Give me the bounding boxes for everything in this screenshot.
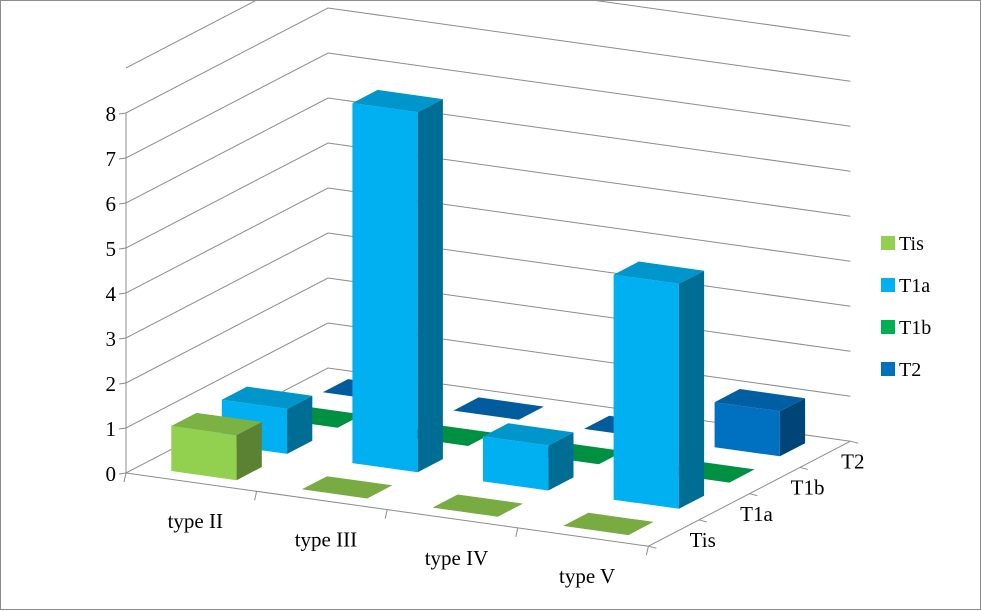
depth-tick-mark bbox=[698, 519, 708, 523]
depth-tick-mark bbox=[850, 440, 859, 444]
y-tick-mark bbox=[118, 202, 127, 205]
bar-top-face bbox=[483, 423, 574, 446]
y-tick-mark bbox=[118, 157, 127, 160]
y-tick-label: 4 bbox=[106, 282, 117, 306]
bar-side-face bbox=[548, 432, 574, 491]
depth-axis-label: Tis bbox=[690, 528, 716, 552]
x-tick-mark bbox=[515, 527, 519, 538]
x-category-label: type III bbox=[295, 527, 357, 551]
bar-Tis-type-III bbox=[301, 476, 393, 499]
bar-front-face bbox=[714, 402, 780, 457]
bar-T1a-type-V bbox=[613, 261, 705, 509]
y-tick-mark bbox=[118, 112, 127, 115]
y-tick-label: 5 bbox=[106, 237, 117, 261]
bar-T2-type-V bbox=[714, 389, 806, 457]
x-tick-mark bbox=[645, 546, 649, 556]
bars bbox=[171, 89, 806, 536]
y-tick-label: 7 bbox=[106, 147, 117, 171]
y-tick-label: 1 bbox=[106, 417, 117, 441]
legend-label: T1a bbox=[899, 275, 930, 297]
bar-side-face bbox=[779, 398, 806, 457]
x-tick-mark bbox=[123, 472, 127, 483]
y-tick-mark bbox=[118, 382, 127, 385]
bar-front-face bbox=[483, 436, 549, 491]
bar-flat-top bbox=[301, 476, 393, 499]
legend-label: Tis bbox=[899, 233, 924, 255]
y-tick-mark bbox=[118, 337, 127, 340]
y-tick-label: 8 bbox=[106, 102, 117, 126]
x-category-label: type V bbox=[559, 564, 615, 588]
bar-T1a-type-IV bbox=[483, 423, 574, 491]
legend-label: T1b bbox=[899, 317, 931, 339]
bar-Tis-type-V bbox=[563, 512, 654, 536]
legend-swatch bbox=[881, 278, 895, 292]
depth-tick-mark bbox=[648, 545, 657, 549]
x-tick-mark bbox=[384, 509, 388, 519]
legend-item-Tis: Tis bbox=[881, 233, 924, 255]
depth-axis-label: T2 bbox=[841, 449, 864, 473]
gridline bbox=[125, 187, 851, 294]
gridline bbox=[125, 7, 851, 114]
bar-top-face bbox=[352, 89, 443, 113]
y-tick-label: 0 bbox=[106, 462, 117, 486]
axis-labels: 0 1 2 3 4 5 6 7 8 type II type III type IV type V Tis… bbox=[106, 102, 865, 588]
gridline bbox=[125, 97, 851, 204]
gridline bbox=[125, 52, 851, 159]
bar-top-face bbox=[171, 412, 262, 436]
depth-axis-label: T1b bbox=[791, 476, 825, 500]
y-tick-mark bbox=[118, 292, 127, 295]
legend: Tis T1a T1b T2 bbox=[881, 233, 931, 381]
bar-Tis-type-IV bbox=[432, 494, 523, 517]
gridline bbox=[125, 142, 851, 249]
bar-front-face bbox=[171, 426, 237, 481]
bar-side-face bbox=[678, 270, 705, 509]
bar-side-face bbox=[417, 99, 443, 473]
y-tick-label: 3 bbox=[106, 327, 117, 351]
bar-top-face bbox=[714, 389, 806, 412]
y-tick-mark bbox=[118, 247, 127, 250]
bar-Tis-type-II bbox=[171, 412, 262, 481]
legend-label: T2 bbox=[899, 359, 921, 381]
y-tick-label: 6 bbox=[106, 192, 117, 216]
legend-item-T1a: T1a bbox=[881, 275, 930, 297]
legend-swatch bbox=[881, 236, 895, 250]
depth-tick-mark bbox=[749, 493, 758, 497]
depth-axis-label: T1a bbox=[740, 502, 773, 526]
depth-tick-mark bbox=[799, 466, 809, 470]
x-category-label: type IV bbox=[425, 546, 489, 570]
bar-flat-top bbox=[563, 512, 654, 536]
y-tick-mark bbox=[118, 472, 127, 475]
bar-T1a-type-III bbox=[352, 89, 443, 473]
bar-side-face bbox=[287, 395, 313, 454]
legend-item-T2: T2 bbox=[881, 359, 921, 381]
bar-side-face bbox=[236, 422, 262, 481]
x-tick-mark bbox=[254, 491, 258, 501]
y-tick-mark bbox=[118, 427, 127, 430]
bar-flat-top bbox=[432, 494, 523, 517]
gridline bbox=[125, 1, 851, 69]
x-category-label: type II bbox=[168, 509, 223, 533]
legend-swatch bbox=[881, 362, 895, 376]
y-tick-label: 2 bbox=[106, 372, 117, 396]
bar-front-face bbox=[352, 103, 418, 473]
bar-T2-type-III bbox=[453, 397, 544, 420]
legend-swatch bbox=[881, 320, 895, 334]
bar-top-face bbox=[613, 261, 705, 284]
bar-flat-top bbox=[453, 397, 544, 420]
legend-item-T1b: T1b bbox=[881, 317, 931, 339]
bar-front-face bbox=[613, 274, 679, 509]
bar-top-face bbox=[221, 386, 313, 409]
